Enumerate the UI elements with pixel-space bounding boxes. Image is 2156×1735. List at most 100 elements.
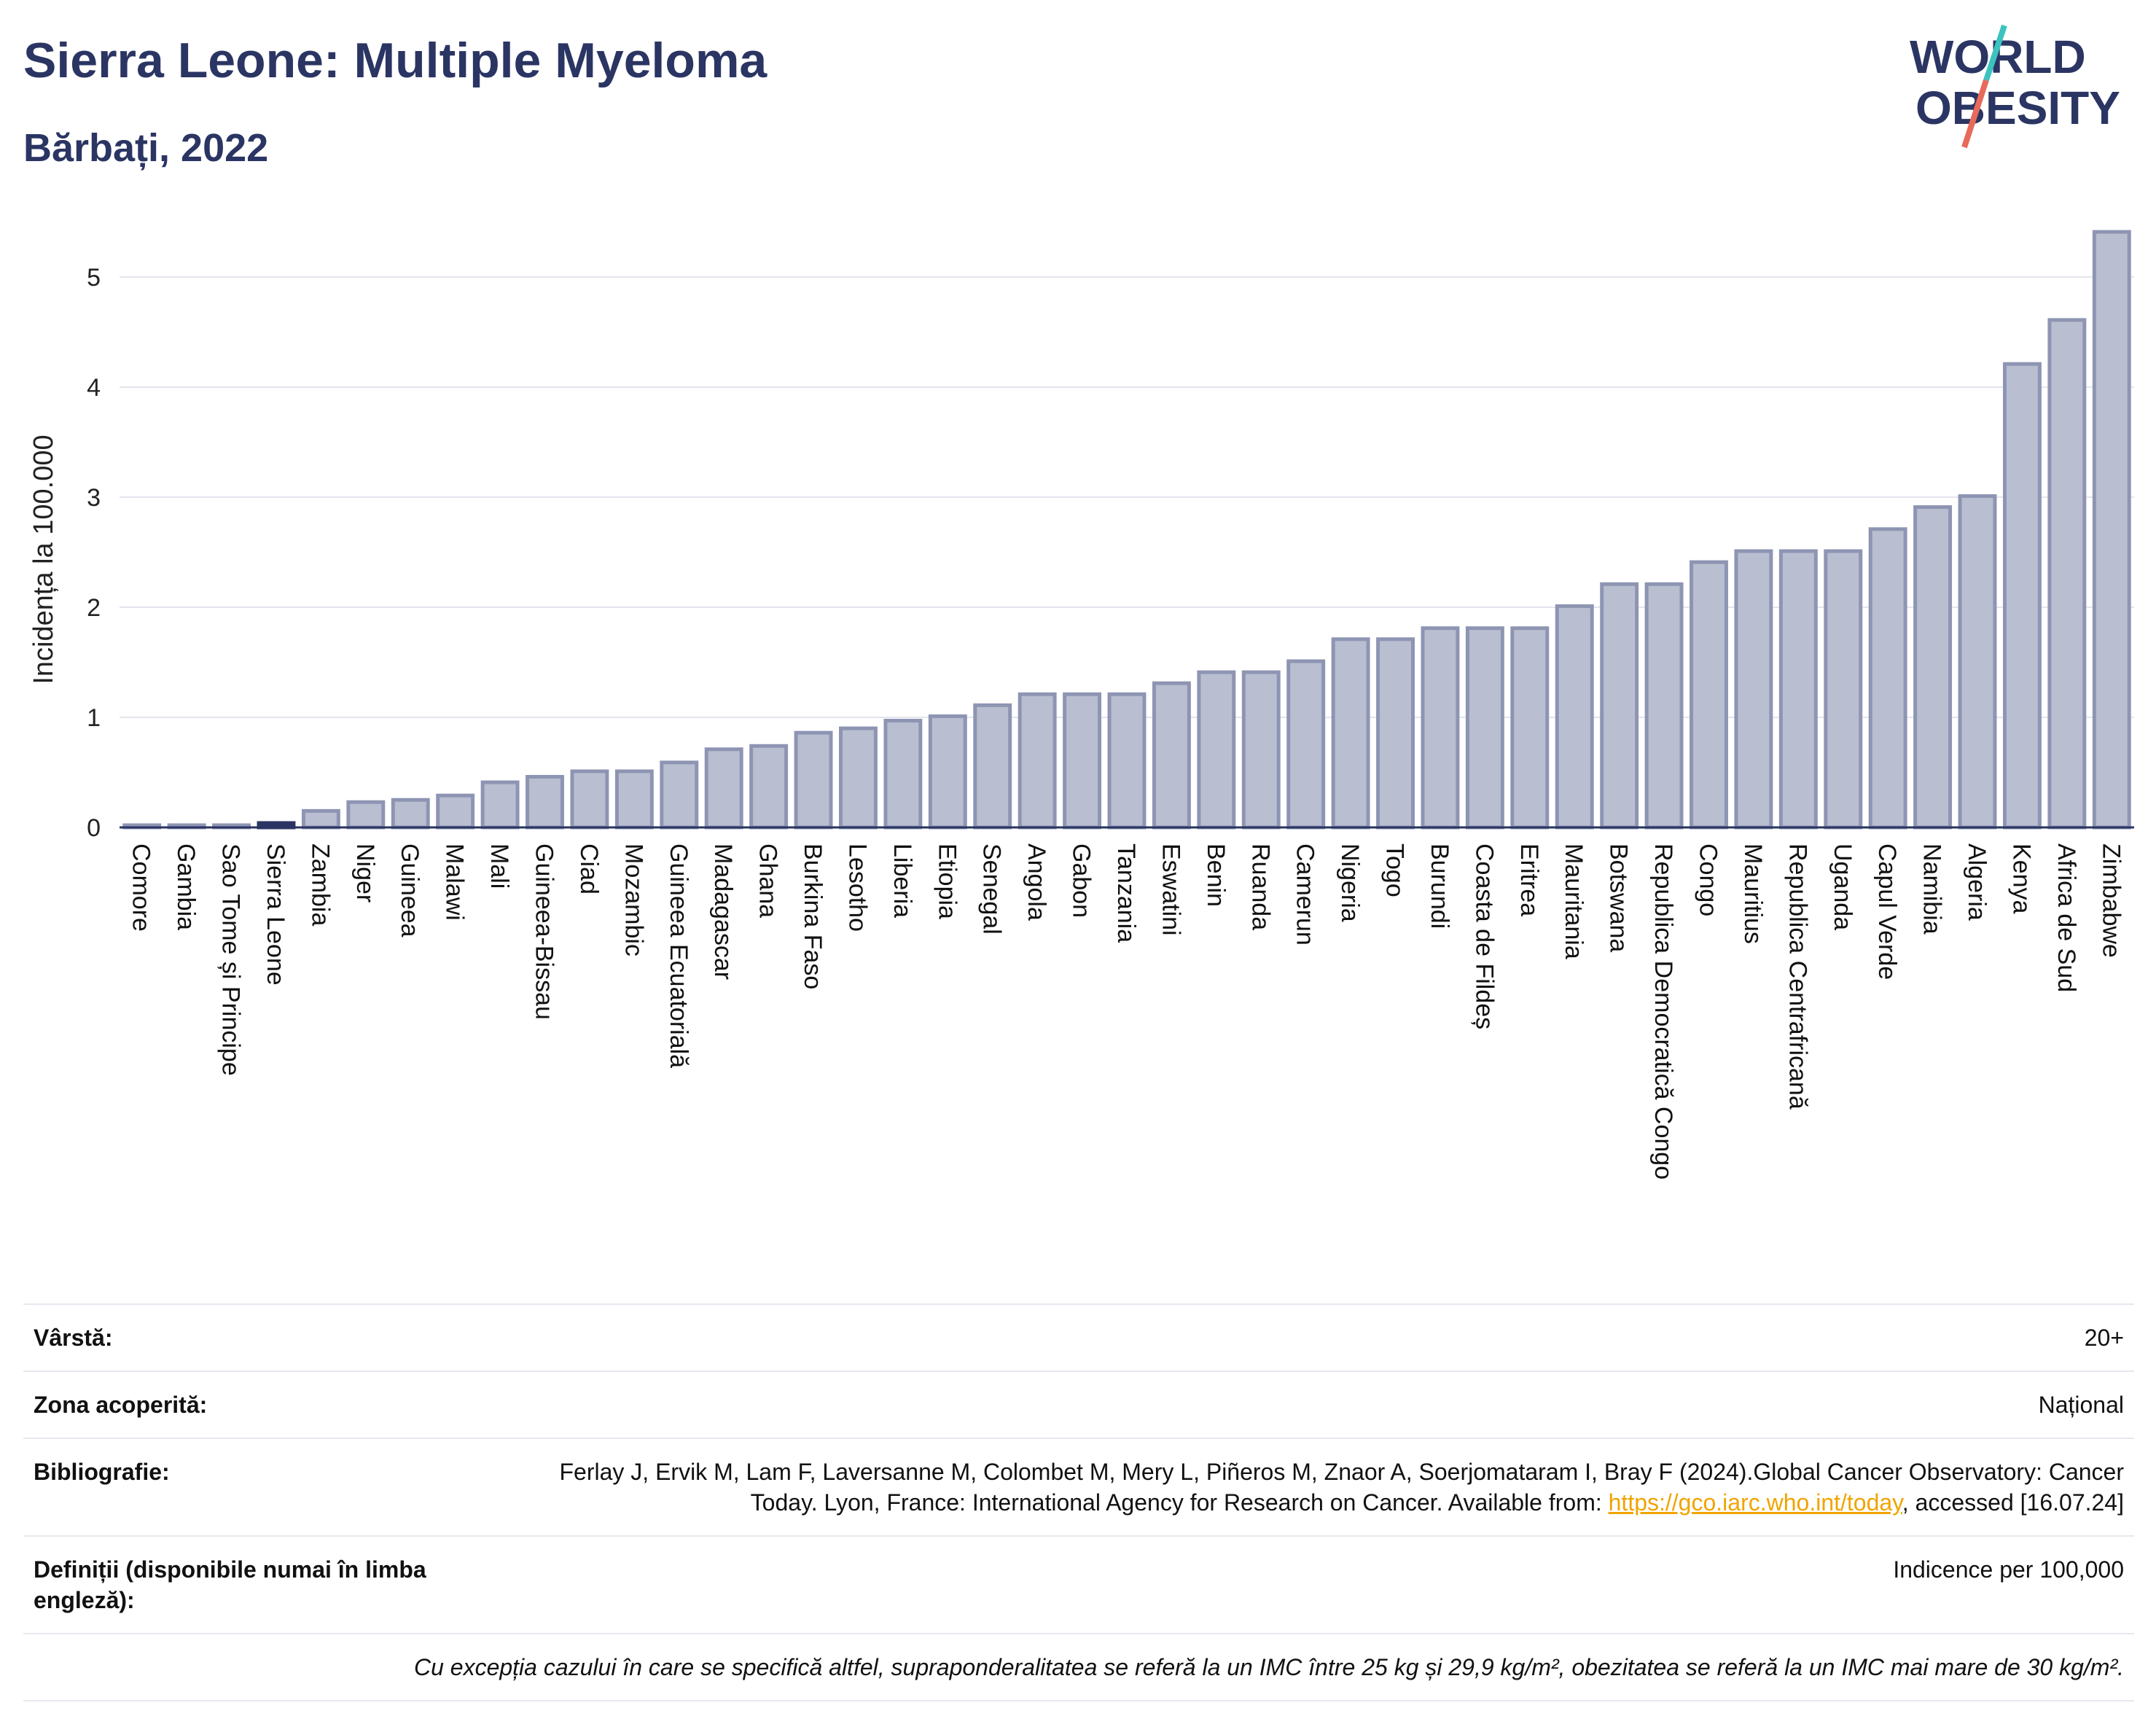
bar-niger (346, 800, 386, 830)
x-tick-label: Republica Democratică Congo (1649, 843, 1677, 1180)
bar-ciad (570, 769, 609, 830)
bar-benin (1197, 670, 1236, 830)
bar-zambia (301, 808, 340, 830)
bar-eritrea (1510, 626, 1550, 830)
x-tick-label: Congo (1694, 843, 1722, 916)
bar-malawi (436, 793, 475, 830)
x-tick-label: Tanzania (1112, 843, 1140, 943)
bibliography-value: Ferlay J, Ervik M, Lam F, Laversanne M, … (550, 1457, 2124, 1518)
definitions-value: Indicence per 100,000 (1893, 1556, 2124, 1583)
bar-zimbabwe (2092, 230, 2131, 830)
bar-etiopia (928, 714, 967, 830)
bar-africa-de-sud (2047, 318, 2087, 830)
bar-lesotho (839, 726, 878, 830)
bar-congo (1690, 560, 1728, 830)
x-tick-label: Gabon (1068, 843, 1095, 918)
x-tick-label: Niger (351, 843, 379, 902)
x-tick-label: Liberia (888, 843, 916, 918)
y-tick-label: 4 (87, 374, 101, 402)
bibliography-label: Bibliografie: (34, 1459, 170, 1485)
x-tick-label: Ruanda (1246, 843, 1274, 930)
bibliography-tail: , accessed [16.07.24] (1902, 1489, 2124, 1516)
bar-republica-centrafricană (1778, 549, 1818, 830)
bar-nigeria (1331, 637, 1370, 830)
bar-camerun (1286, 659, 1326, 830)
x-tick-label: Burkina Faso (799, 843, 827, 989)
bar-liberia (883, 719, 923, 830)
bar-capul-verde (1868, 527, 1907, 830)
bar-mauritania (1555, 604, 1594, 830)
x-tick-label: Capul Verde (1873, 843, 1901, 980)
info-row-bibliography: Bibliografie: Ferlay J, Ervik M, Lam F, … (23, 1438, 2134, 1535)
x-tick-label: Uganda (1829, 843, 1856, 930)
bar-republica-democratică-congo (1644, 582, 1684, 830)
x-tick-label: Guineea-Bissau (531, 843, 558, 1020)
bar-ghana (749, 744, 789, 830)
definitions-label: Definiții (disponibile numai în limba en… (34, 1556, 426, 1613)
age-label: Vârstă: (34, 1325, 113, 1351)
x-tick-label: Botswana (1605, 843, 1633, 952)
x-tick-label: Burundi (1426, 843, 1453, 929)
age-value: 20+ (2084, 1325, 2124, 1351)
x-tick-label: Coasta de Fildeș (1470, 843, 1498, 1029)
logo-stroke-coral (1961, 79, 1989, 149)
logo-line2: OBESITY (1915, 82, 2120, 134)
x-tick-label: Ghana (754, 843, 782, 918)
info-table: Vârstă: 20+ Zona acoperită: Național Bib… (23, 1303, 2134, 1701)
x-tick-label: Benin (1202, 843, 1230, 907)
bar-guineea-bissau (526, 775, 564, 830)
y-axis-title: Incidența la 100.000 (28, 434, 59, 684)
x-tick-label: Etiopia (933, 843, 961, 919)
x-tick-label: Madagascar (709, 843, 737, 980)
bar-senegal (973, 703, 1012, 830)
x-tick-label: Nigeria (1336, 843, 1364, 922)
x-tick-label: Togo (1381, 843, 1409, 897)
x-tick-label: Eswatini (1157, 843, 1184, 936)
x-tick-label: Senegal (978, 843, 1006, 935)
bar-gabon (1063, 692, 1102, 830)
y-tick-label: 0 (87, 814, 101, 842)
bibliography-text: Ferlay J, Ervik M, Lam F, Laversanne M, … (559, 1459, 2124, 1516)
x-tick-label: Lesotho (843, 843, 871, 932)
bibliography-link[interactable]: https://gco.iarc.who.int/today (1608, 1489, 1902, 1516)
coverage-label: Zona acoperită: (34, 1392, 208, 1418)
y-tick-label: 2 (87, 594, 101, 622)
x-tick-label: Algeria (1963, 843, 1991, 921)
info-row-age: Vârstă: 20+ (23, 1303, 2134, 1371)
bar-madagascar (704, 747, 743, 830)
x-tick-label: Sierra Leone (262, 843, 289, 986)
x-tick-label: Angola (1023, 843, 1050, 921)
x-tick-label: Zimbabwe (2097, 843, 2125, 958)
x-tick-label: Camerun (1292, 843, 1319, 946)
bar-angola (1018, 692, 1057, 830)
bar-mauritius (1734, 549, 1773, 830)
bar-namibia (1913, 505, 1953, 830)
chart-title: Sierra Leone: Multiple Myeloma (23, 33, 768, 88)
x-tick-label: Africa de Sud (2053, 843, 2080, 992)
x-tick-label: Zambia (306, 843, 334, 926)
world-obesity-logo: WORLD OBESITY (1910, 24, 2120, 149)
bar-burundi (1421, 626, 1460, 830)
y-tick-label: 1 (87, 704, 101, 732)
x-tick-label: Comore (128, 843, 155, 932)
logo-stroke-teal (1983, 24, 2007, 82)
x-tick-label: Republica Centrafricană (1784, 843, 1811, 1110)
bar-guineea-ecuatorială (660, 760, 699, 830)
y-tick-label: 5 (87, 264, 101, 292)
x-tick-label: Malawi (441, 843, 469, 921)
info-row-footnote: Cu excepția cazului în care se specifică… (23, 1633, 2134, 1701)
x-tick-label: Mauritius (1739, 843, 1767, 944)
bar-togo (1376, 637, 1415, 830)
x-tick-label: Guineea (396, 843, 423, 937)
x-tick-label: Gambia (172, 843, 200, 930)
bar-mozambic (614, 769, 654, 830)
bar-burkina-faso (794, 730, 833, 830)
x-tick-label: Guineea Ecuatorială (665, 843, 692, 1068)
bar-mali (480, 780, 520, 830)
x-tick-label: Namibia (1918, 843, 1946, 935)
bar-uganda (1824, 549, 1863, 830)
bar-algeria (1958, 494, 1997, 830)
x-tick-label: Mauritania (1560, 843, 1587, 959)
chart-subtitle: Bărbați, 2022 (23, 126, 269, 170)
info-row-definitions: Definiții (disponibile numai în limba en… (23, 1535, 2134, 1633)
